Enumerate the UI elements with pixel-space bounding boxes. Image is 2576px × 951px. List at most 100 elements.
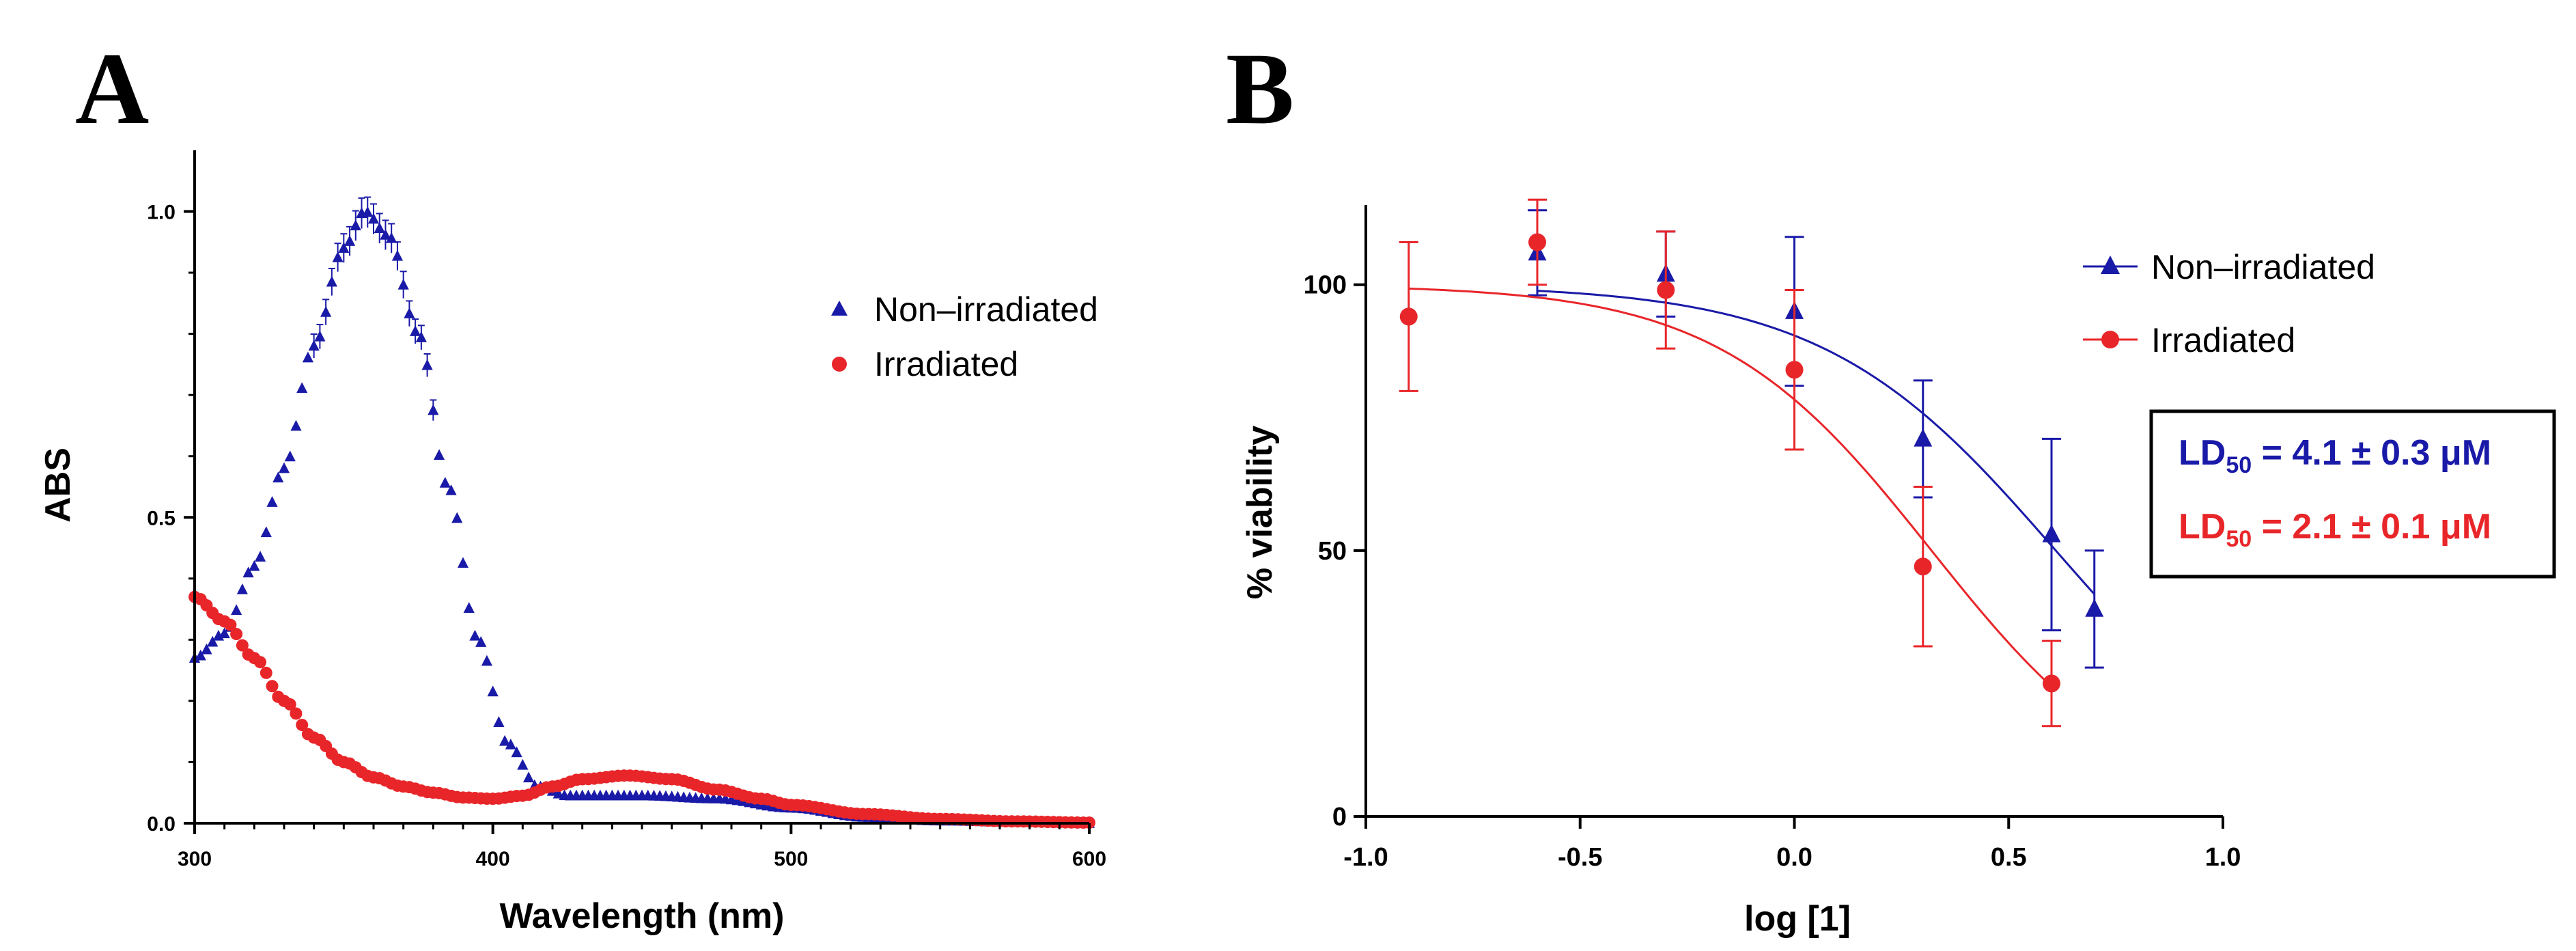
chart-a-ticks: 300 400 500 600 0.0 0.5 1.0	[147, 202, 1106, 870]
data-point-triangle	[266, 496, 278, 507]
data-point-triangle	[522, 771, 535, 783]
data-point-triangle	[391, 249, 404, 261]
legend-b-triangle-marker	[2101, 256, 2120, 274]
data-point-triangle	[374, 222, 385, 234]
chart-b-ylabel: % viability	[1240, 426, 1280, 599]
panel-label-a: A	[75, 32, 149, 146]
x-tick-label: 600	[1072, 848, 1106, 870]
x-tick-label: -0.5	[1558, 843, 1602, 872]
ld50-box: LD50 = 4.1 ± 0.3 μM LD50 = 2.1 ± 0.1 μM	[2149, 409, 2556, 579]
data-point-circle	[260, 666, 272, 679]
legend-a-circle-marker	[832, 357, 847, 372]
y-tick-label: 1.0	[147, 202, 176, 224]
data-point-circle	[1399, 307, 1418, 326]
x-tick-label: 300	[178, 848, 212, 870]
data-point-triangle	[404, 307, 415, 318]
data-point-triangle	[320, 306, 332, 317]
fit-curve	[1408, 287, 2053, 687]
data-point-triangle	[296, 382, 308, 394]
chart-b: -1.0 -0.5 0.0 0.5 1.0 0 50 100 log [1] % viabil…	[1240, 198, 2556, 939]
data-point-triangle	[457, 557, 469, 568]
data-point-triangle	[439, 477, 451, 488]
data-point-triangle	[415, 331, 427, 342]
data-point-triangle	[517, 758, 529, 770]
x-tick-label: 400	[476, 848, 510, 870]
data-point-triangle	[380, 229, 391, 240]
data-point-triangle	[219, 627, 230, 639]
data-point-triangle	[493, 716, 505, 727]
x-tick-label: 500	[774, 848, 808, 870]
data-point-triangle	[499, 734, 511, 746]
chart-a-xlabel: Wavelength (nm)	[500, 896, 785, 936]
data-point-triangle	[249, 560, 260, 571]
data-point-circle	[1785, 361, 1804, 379]
data-point-triangle	[308, 340, 320, 351]
data-point-triangle	[236, 583, 248, 594]
fit-curve	[1537, 290, 2095, 595]
data-point-triangle	[397, 279, 409, 290]
legend-a-triangle-marker	[831, 301, 848, 316]
data-point-triangle	[386, 232, 397, 243]
y-tick-label: 50	[1318, 537, 1347, 566]
data-point-triangle	[505, 739, 516, 749]
chart-a-ylabel: ABS	[38, 447, 78, 523]
legend-b-non-irradiated: Non–irradiated	[2151, 248, 2375, 286]
data-point-triangle	[2042, 524, 2061, 542]
ld50-irradiated: LD50 = 2.1 ± 0.1 μM	[2179, 507, 2491, 552]
chart-b-xlabel: log [1]	[1744, 899, 1851, 939]
data-point-circle	[2043, 674, 2060, 693]
data-point-circle	[236, 639, 249, 652]
x-tick-label: 0.0	[1776, 843, 1812, 872]
chart-a-legend: Non–irradiated Irradiated	[831, 290, 1098, 383]
y-tick-label: 100	[1304, 271, 1347, 300]
data-point-triangle	[475, 636, 487, 647]
data-point-triangle	[254, 551, 266, 562]
data-point-triangle	[326, 275, 337, 287]
data-point-triangle	[260, 526, 272, 538]
data-point-triangle	[428, 404, 439, 415]
data-point-triangle	[362, 206, 374, 217]
data-point-triangle	[1914, 428, 1933, 447]
data-point-triangle	[278, 462, 290, 473]
data-point-circle	[230, 628, 243, 641]
data-point-triangle	[421, 359, 433, 370]
y-tick-label: 0.5	[147, 507, 176, 529]
chart-b-legend: Non–irradiated Irradiated	[2083, 248, 2375, 359]
legend-a-irradiated: Irradiated	[874, 345, 1018, 383]
chart-a: 300 400 500 600 0.0 0.5 1.0 Wavelength (nm) AB…	[38, 150, 1106, 936]
data-point-circle	[1657, 281, 1675, 299]
legend-b-circle-marker	[2101, 331, 2119, 348]
data-point-triangle	[487, 685, 499, 697]
y-tick-label: 0.0	[147, 813, 176, 836]
data-point-triangle	[332, 251, 344, 262]
data-point-triangle	[314, 330, 326, 342]
chart-b-ticks: -1.0 -0.5 0.0 0.5 1.0 0 50 100	[1304, 271, 2241, 872]
chart-b-marks	[1399, 198, 2104, 728]
data-point-triangle	[350, 219, 361, 231]
data-point-triangle	[344, 235, 356, 246]
data-point-circle	[290, 707, 303, 720]
data-point-circle	[224, 618, 237, 631]
data-point-triangle	[201, 643, 212, 654]
data-point-triangle	[302, 351, 314, 363]
data-point-circle	[266, 680, 279, 693]
data-point-triangle	[511, 746, 522, 758]
data-point-triangle	[410, 325, 421, 336]
data-point-triangle	[272, 471, 284, 483]
data-point-triangle	[195, 649, 206, 661]
data-point-triangle	[242, 566, 254, 578]
ld50-non-irradiated: LD50 = 4.1 ± 0.3 μM	[2179, 433, 2491, 478]
data-point-circle	[296, 719, 309, 732]
data-point-triangle	[284, 450, 296, 462]
x-tick-label: 1.0	[2205, 843, 2241, 872]
data-point-triangle	[463, 602, 475, 613]
data-point-triangle	[469, 629, 481, 641]
y-tick-label: 0	[1332, 803, 1347, 831]
data-point-circle	[254, 656, 267, 669]
ld50-box-border	[2149, 409, 2556, 579]
legend-a-non-irradiated: Non–irradiated	[874, 290, 1098, 329]
data-point-triangle	[290, 419, 302, 431]
data-point-triangle	[338, 242, 350, 253]
data-point-circle	[1528, 233, 1546, 251]
